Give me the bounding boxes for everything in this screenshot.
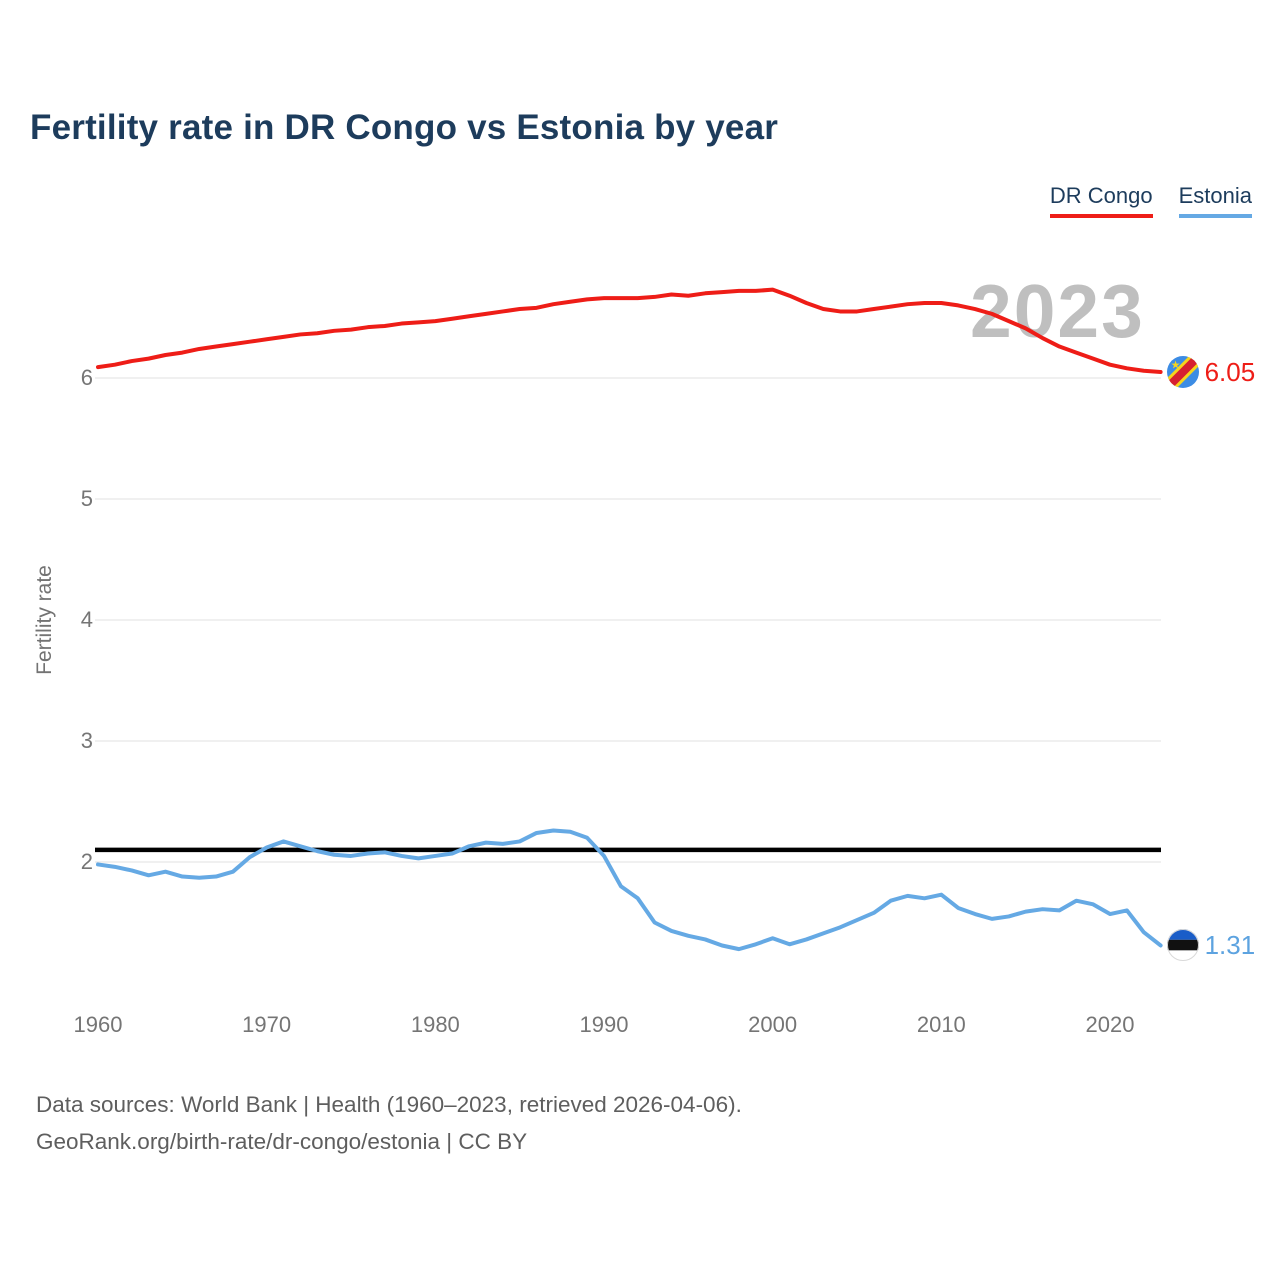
legend: DR Congo Estonia: [1049, 183, 1252, 218]
x-tick-label: 2000: [748, 1012, 798, 1037]
end-label-dr-congo: 6.05: [1204, 356, 1256, 387]
legend-label-estonia: Estonia: [1178, 183, 1252, 208]
x-tick-label: 1960: [73, 1012, 123, 1037]
footer-line-1: Data sources: World Bank | Health (1960–…: [36, 1092, 742, 1117]
estonia-flag-icon: [1166, 929, 1199, 962]
legend-label-dr-congo: DR Congo: [1049, 183, 1153, 208]
x-tick-label: 1970: [242, 1012, 292, 1037]
legend-item-estonia[interactable]: Estonia: [1178, 183, 1252, 218]
y-tick-label: 3: [80, 728, 93, 753]
series-line-estonia: [96, 828, 1163, 952]
dr-congo-flag-icon: ★: [1166, 355, 1199, 388]
x-tick-label: 2010: [916, 1012, 966, 1037]
watermark-year: 2023: [970, 269, 1145, 353]
y-tick-label: 5: [80, 486, 93, 511]
series-line-dr-congo: [96, 287, 1163, 374]
x-tick-label: 2020: [1085, 1012, 1135, 1037]
x-tick-label: 1990: [579, 1012, 629, 1037]
x-tick-label: 1980: [410, 1012, 460, 1037]
end-label-estonia: 1.31: [1204, 930, 1256, 961]
y-tick-label: 6: [80, 365, 93, 390]
legend-item-dr-congo[interactable]: DR Congo: [1049, 183, 1153, 218]
y-tick-label: 4: [80, 607, 93, 632]
footer-line-2: GeoRank.org/birth-rate/dr-congo/estonia …: [36, 1129, 528, 1154]
y-tick-label: 2: [80, 849, 93, 874]
page-title: Fertility rate in DR Congo vs Estonia by…: [30, 108, 779, 147]
footer: Data sources: World Bank | Health (1960–…: [36, 1086, 742, 1160]
svg-text:★: ★: [1170, 359, 1180, 371]
